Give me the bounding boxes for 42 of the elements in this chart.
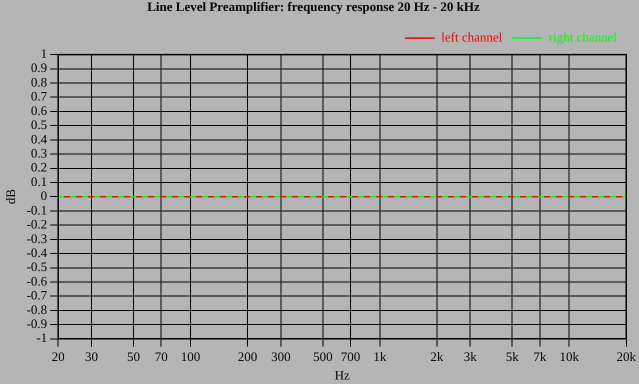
x-tick-label: 100 [180, 349, 200, 364]
x-tick-label: 1k [373, 349, 387, 364]
x-tick-label: 30 [85, 349, 98, 364]
x-axis-title: Hz [334, 368, 350, 383]
y-tick-label: 0.9 [30, 60, 48, 76]
x-tick-label: 20 [52, 349, 65, 364]
y-tick-label: 0.5 [30, 117, 48, 132]
x-tick-label: 3k [464, 349, 478, 364]
y-tick-label: 0.1 [30, 174, 48, 189]
y-tick-label: 0.7 [30, 88, 48, 104]
y-tick-label: -0.7 [26, 288, 48, 303]
y-tick-label: -0.4 [26, 244, 48, 260]
x-tick-label: 50 [127, 349, 140, 364]
x-tick-label: 7k [533, 349, 547, 364]
y-tick-label: 0.8 [30, 74, 48, 90]
y-tick-label: 1 [40, 46, 48, 62]
x-tick-label: 10k [560, 349, 580, 364]
y-tick-label: -0.8 [26, 302, 48, 317]
y-tick-label: -0.2 [26, 216, 48, 232]
legend-label: left channel [441, 30, 503, 45]
y-tick-label: 0.6 [30, 102, 48, 118]
x-tick-label: 5k [506, 349, 520, 364]
x-tick-label: 200 [238, 349, 258, 364]
y-tick-label: -0.9 [26, 316, 48, 332]
y-tick-label: 0.3 [30, 145, 48, 160]
y-tick-label: -0.5 [26, 259, 48, 274]
x-tick-label: 700 [340, 349, 360, 364]
y-tick-label: -0.6 [26, 273, 48, 288]
y-tick-label: 0 [40, 188, 48, 204]
y-axis-title: dB [3, 188, 18, 204]
x-tick-label: 20k [616, 349, 636, 364]
y-tick-label: -0.3 [26, 230, 48, 246]
y-tick-label: -0.1 [26, 202, 48, 218]
x-tick-label: 500 [313, 349, 333, 364]
x-tick-label: 300 [271, 349, 291, 364]
y-tick-label: -1 [36, 330, 48, 346]
x-tick-label: 2k [430, 349, 444, 364]
y-tick-label: 0.4 [30, 131, 48, 146]
y-tick-label: 0.2 [30, 160, 48, 175]
legend-label: right channel [548, 30, 618, 45]
x-tick-label: 70 [154, 349, 168, 364]
chart-title: Line Level Preamplifier: frequency response 20 Hz - 20 kHz [147, 0, 480, 14]
